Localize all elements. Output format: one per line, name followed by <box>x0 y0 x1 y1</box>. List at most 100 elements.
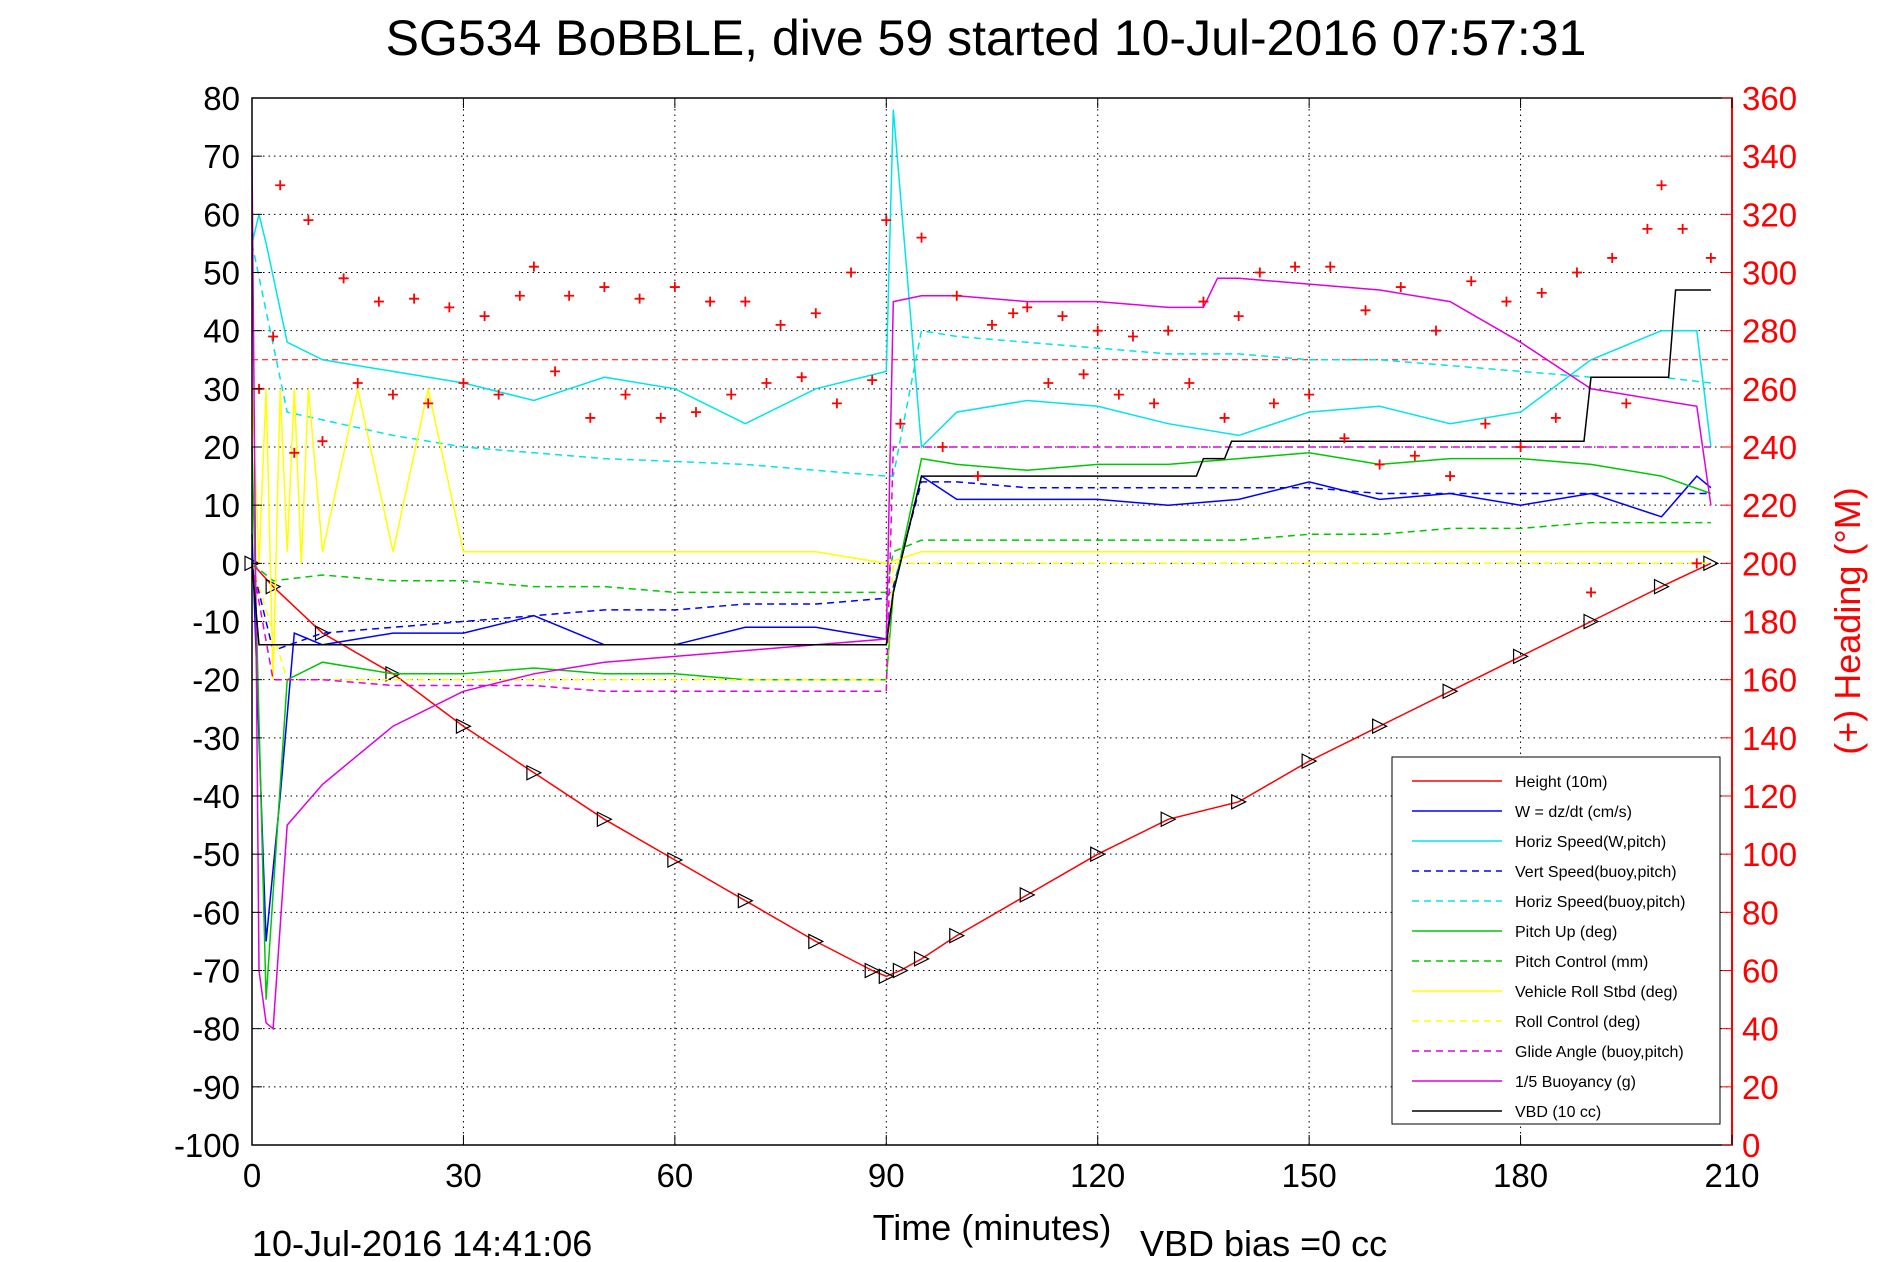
series-height-10m-marker <box>314 625 331 642</box>
x-axis-label: Time (minutes) <box>873 1207 1112 1248</box>
series-heading-marker <box>1254 267 1265 278</box>
series-heading-marker <box>740 296 751 307</box>
series-heading-marker <box>846 267 857 278</box>
plot-series <box>244 109 1720 1031</box>
series-heading-marker <box>1198 296 1209 307</box>
series-heading-marker <box>352 378 363 389</box>
x-tick-label: 30 <box>445 1157 482 1194</box>
legend-entry: Roll Control (deg) <box>1515 1014 1640 1031</box>
series-height-10m-marker <box>1583 613 1600 630</box>
series-height-10m-marker <box>667 852 684 868</box>
right-tick-label: 160 <box>1742 662 1797 699</box>
right-tick-label: 220 <box>1742 487 1797 524</box>
series-heading-marker <box>669 282 680 293</box>
series-height-10m-marker <box>455 718 472 735</box>
series-heading-marker <box>1677 223 1688 234</box>
series-heading-marker <box>1705 252 1716 263</box>
y-tick-label: -10 <box>192 604 240 641</box>
series-vbd-10-cc-line <box>251 289 1711 646</box>
series-heading-marker <box>895 418 906 429</box>
legend-entry: Pitch Up (deg) <box>1515 924 1617 941</box>
x-tick-label: 210 <box>1704 1157 1759 1194</box>
series-heading-marker <box>275 180 286 191</box>
series-heading-marker <box>550 366 561 377</box>
series-heading-marker <box>1339 433 1350 444</box>
y-tick-label: 20 <box>203 429 240 466</box>
series-heading-marker <box>1515 442 1526 452</box>
legend-entry: VBD (10 cc) <box>1515 1104 1601 1121</box>
series-pitch-up-deg-line <box>251 446 1712 1000</box>
y-tick-label: 60 <box>203 196 240 233</box>
series-horiz-speed-w-pitch-line <box>251 109 1712 449</box>
series-heading-marker <box>458 378 469 389</box>
legend-entry: Horiz Speed(W,pitch) <box>1515 834 1666 851</box>
right-tick-label: 20 <box>1742 1069 1779 1106</box>
series-heading-marker <box>705 296 716 307</box>
series-heading-marker <box>289 447 300 458</box>
right-tick-label: 340 <box>1742 138 1797 175</box>
x-tick-label: 0 <box>243 1157 261 1194</box>
series-heading-marker <box>916 232 927 243</box>
series-height-10m-marker <box>1019 886 1036 903</box>
right-tick-label: 260 <box>1742 371 1797 408</box>
series-heading-marker <box>1092 325 1103 336</box>
series-height-10m-marker <box>1653 578 1670 595</box>
series-heading-marker <box>1466 276 1477 287</box>
right-axis-ticks: 3603403203002802602402202001801601401201… <box>1722 80 1797 1164</box>
series-heading-marker <box>1607 252 1618 263</box>
series-height-10m-marker <box>1160 811 1177 828</box>
series-heading-marker <box>726 389 737 400</box>
legend-entry: Glide Angle (buoy,pitch) <box>1515 1044 1684 1061</box>
series-heading-marker <box>881 215 892 226</box>
series-heading-marker <box>514 290 525 301</box>
series-height-10m-marker <box>1372 718 1388 735</box>
series-height-10m-marker <box>1442 683 1459 700</box>
x-tick-label: 90 <box>868 1157 905 1194</box>
series-heading-marker <box>691 407 701 418</box>
series-heading-marker <box>1113 389 1124 400</box>
series-heading-marker <box>1656 180 1667 191</box>
series-height-10m-marker <box>1231 793 1248 810</box>
y-tick-label: 50 <box>203 255 240 292</box>
series-heading-marker <box>585 412 596 423</box>
series-heading-marker <box>387 389 398 400</box>
series-heading-marker <box>987 319 997 330</box>
y-tick-label: 0 <box>222 545 240 582</box>
legend-entry: 1/5 Buoyancy (g) <box>1515 1074 1636 1091</box>
series-heading-marker <box>1290 261 1301 272</box>
legend-entry: Horiz Speed(buoy,pitch) <box>1515 894 1685 911</box>
y-tick-label: -100 <box>174 1127 240 1164</box>
series-heading-marker <box>1127 331 1138 342</box>
right-tick-label: 360 <box>1742 80 1797 117</box>
series-heading-marker <box>1691 558 1702 569</box>
series-horiz-speed-buoy-pitch-line <box>251 243 1711 477</box>
y-tick-label: 30 <box>203 371 240 408</box>
series-heading-marker <box>1325 261 1336 272</box>
series-heading-marker <box>1571 267 1582 278</box>
series-heading-marker <box>1642 223 1653 234</box>
legend-box <box>1391 756 1721 1125</box>
y-tick-label: -90 <box>192 1069 240 1106</box>
series-heading-marker <box>373 296 384 307</box>
series-height-10m-marker <box>1512 648 1529 665</box>
series-heading-marker <box>972 471 983 482</box>
right-tick-label: 240 <box>1742 429 1797 466</box>
series-heading-marker <box>1184 378 1195 389</box>
right-tick-label: 180 <box>1742 604 1797 641</box>
series-height-10m-marker <box>864 962 881 979</box>
right-tick-label: 140 <box>1742 720 1797 757</box>
series-heading-marker <box>599 282 610 293</box>
right-tick-label: 40 <box>1742 1011 1779 1048</box>
series-heading-marker <box>493 389 504 400</box>
series-heading-marker <box>1374 459 1385 470</box>
series-heading-marker <box>1022 302 1033 313</box>
series-heading-marker <box>1149 398 1160 409</box>
chart-title: SG534 BoBBLE, dive 59 started 10-Jul-201… <box>386 10 1587 66</box>
series-heading-marker <box>268 331 279 342</box>
series-heading-marker <box>1586 587 1597 598</box>
y-tick-label: -60 <box>192 894 240 931</box>
series-heading-marker <box>1360 305 1371 316</box>
series-heading-marker <box>1043 378 1054 389</box>
right-tick-label: 80 <box>1742 894 1779 931</box>
